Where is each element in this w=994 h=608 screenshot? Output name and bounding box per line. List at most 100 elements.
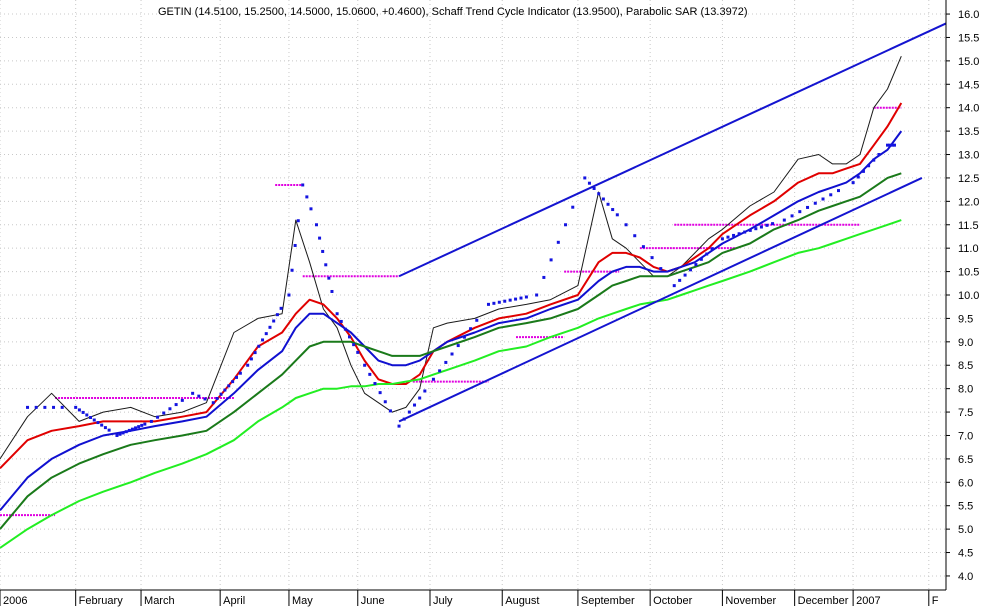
series-lines bbox=[0, 56, 903, 549]
sar-dot bbox=[238, 371, 242, 375]
sar-dot bbox=[168, 407, 172, 411]
y-tick-label: 7.0 bbox=[958, 430, 973, 442]
sar-dot bbox=[611, 208, 615, 212]
sar-dot bbox=[456, 344, 460, 348]
sar-dot bbox=[606, 202, 610, 206]
sar-dot bbox=[26, 405, 30, 409]
sar-dot bbox=[89, 415, 93, 419]
sar-dot bbox=[798, 210, 802, 214]
sar-dot bbox=[227, 384, 231, 388]
sar-dot bbox=[726, 235, 730, 239]
sar-dot bbox=[641, 245, 645, 249]
sar-dot bbox=[737, 232, 741, 236]
sar-dot bbox=[497, 300, 501, 304]
sar-dot bbox=[290, 268, 294, 272]
sar-dot bbox=[705, 252, 709, 256]
x-tick-label: July bbox=[433, 595, 453, 607]
sar-dot bbox=[743, 230, 747, 234]
sar-dot bbox=[140, 423, 144, 427]
sar-dot bbox=[107, 428, 111, 432]
sar-dot bbox=[888, 143, 892, 147]
sar-dot bbox=[327, 276, 331, 280]
sar-dot bbox=[861, 169, 865, 173]
y-tick-label: 10.0 bbox=[958, 290, 979, 302]
sar-dot bbox=[383, 400, 387, 404]
y-axis-labels: 4.0 4.5 5.0 5.5 6.0 6.5 7.0 7.5 8.0 8.5 9.0 9.5 10.0… bbox=[958, 9, 979, 583]
sar-dot bbox=[564, 223, 568, 227]
sar-dot bbox=[335, 312, 339, 316]
series-line-ema-short bbox=[0, 102, 903, 469]
sar-dot bbox=[388, 409, 392, 413]
sar-dot bbox=[759, 225, 763, 229]
x-tick-label: April bbox=[223, 595, 245, 607]
sar-dot bbox=[813, 201, 817, 205]
sar-dot bbox=[806, 205, 810, 209]
series-line-ema-slow bbox=[0, 219, 902, 549]
series-line-close bbox=[0, 56, 902, 460]
sar-dot bbox=[272, 319, 276, 323]
sar-dot bbox=[877, 153, 881, 157]
series-line-ema-long bbox=[0, 172, 902, 530]
x-tick-label: 2006 bbox=[3, 595, 27, 607]
y-tick-label: 7.5 bbox=[958, 407, 973, 419]
sar-dot bbox=[475, 318, 479, 322]
x-tick-label: December bbox=[798, 595, 849, 607]
y-tick-label: 5.0 bbox=[958, 524, 973, 536]
sar-dot bbox=[215, 396, 219, 400]
sar-dot bbox=[597, 192, 601, 196]
x-tick-label: September bbox=[581, 595, 635, 607]
sar-dot bbox=[253, 351, 257, 355]
sar-dot bbox=[754, 227, 758, 231]
sar-dot bbox=[77, 408, 81, 412]
x-tick-label: March bbox=[144, 595, 175, 607]
sar-dot bbox=[413, 403, 417, 407]
y-tick-label: 13.0 bbox=[958, 150, 979, 162]
y-tick-label: 13.5 bbox=[958, 126, 979, 138]
sar-dot bbox=[549, 258, 553, 262]
sar-dot bbox=[203, 397, 207, 401]
sar-dot bbox=[356, 350, 360, 354]
sar-dot bbox=[321, 249, 325, 253]
sar-dot bbox=[368, 372, 372, 376]
sar-dot bbox=[352, 343, 356, 347]
sar-dot bbox=[397, 424, 401, 428]
grid-lines bbox=[0, 0, 950, 606]
sar-dot bbox=[257, 344, 261, 348]
x-tick-label: June bbox=[361, 595, 385, 607]
sar-dot bbox=[556, 240, 560, 244]
sar-dot bbox=[149, 419, 153, 423]
sar-dot bbox=[694, 263, 698, 267]
series-line-ema-medium bbox=[0, 130, 903, 512]
sar-dot bbox=[211, 401, 215, 405]
sar-dot bbox=[720, 237, 724, 241]
sar-dot bbox=[235, 375, 238, 379]
x-axis-labels: 2006 February March April May June July August S… bbox=[3, 595, 939, 607]
sar-dot bbox=[143, 422, 147, 426]
sar-dot bbox=[279, 306, 283, 310]
y-tick-label: 16.0 bbox=[958, 9, 979, 21]
sar-dot bbox=[121, 431, 125, 435]
y-tick-label: 9.0 bbox=[958, 337, 973, 349]
sar-dot bbox=[174, 403, 178, 407]
sar-dot bbox=[469, 327, 473, 331]
sar-dot bbox=[765, 223, 769, 227]
sar-dot bbox=[535, 293, 539, 297]
sar-dot bbox=[856, 175, 860, 179]
sar-dot bbox=[503, 299, 507, 303]
sar-dot bbox=[305, 195, 309, 199]
sar-dot bbox=[100, 423, 104, 427]
sar-dot bbox=[524, 295, 528, 299]
sar-dot bbox=[137, 425, 141, 429]
sar-dot bbox=[197, 394, 201, 398]
sar-dot bbox=[851, 181, 855, 185]
y-tick-label: 9.5 bbox=[958, 313, 973, 325]
sar-dot bbox=[583, 176, 587, 180]
sar-dot bbox=[378, 391, 382, 395]
sar-dot bbox=[127, 428, 131, 432]
chart-title: GETIN (14.5100, 15.2500, 14.5000, 15.060… bbox=[158, 6, 748, 18]
sar-dot bbox=[431, 377, 435, 381]
sar-dot bbox=[624, 223, 628, 227]
sar-dot bbox=[124, 430, 128, 434]
sar-dot bbox=[314, 223, 318, 227]
